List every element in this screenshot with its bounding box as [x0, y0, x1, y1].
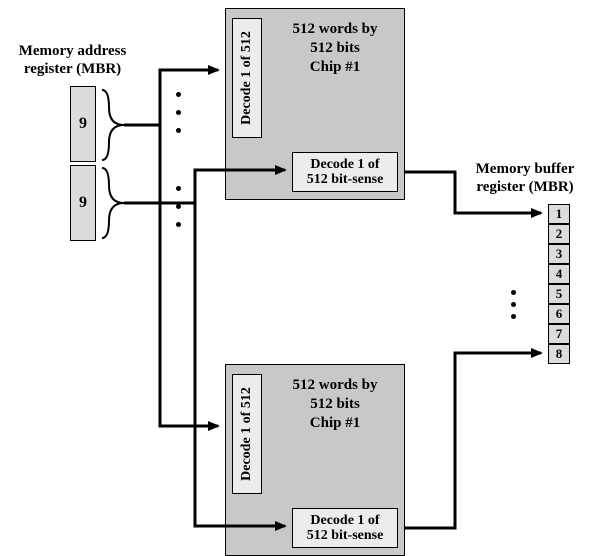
chip-0-title: 512 words by 512 bits Chip #1: [275, 20, 395, 76]
chip-1-decode-v-text: Decode 1 of 512: [239, 387, 255, 481]
mbr-cell-4: 4: [548, 264, 570, 284]
mar-segment-1: 9: [70, 165, 96, 241]
dot-0-1: [176, 110, 181, 115]
chip-0-decode-h-l2: 512 bit-sense: [307, 172, 384, 187]
chip-1-title-l3: Chip #1: [310, 415, 360, 431]
mbr-cell-1: 1: [548, 204, 570, 224]
chip-0-decode-h: Decode 1 of 512 bit-sense: [292, 152, 398, 192]
dot-2-0: [511, 290, 516, 295]
chip-1-decode-h-l1: Decode 1 of: [310, 513, 379, 528]
mbr-cell-2: 2: [548, 224, 570, 244]
chip-1-title: 512 words by 512 bits Chip #1: [275, 376, 395, 432]
chip-1-decode-h-l2: 512 bit-sense: [307, 528, 384, 543]
chip-1-decode-v: Decode 1 of 512: [232, 374, 262, 494]
mar-segment-0-value: 9: [79, 115, 87, 133]
mar-label: Memory address register (MBR): [0, 42, 145, 78]
mbr-label-l1: Memory buffer: [476, 161, 575, 177]
dot-1-2: [176, 222, 181, 227]
chip-1-decode-h: Decode 1 of 512 bit-sense: [292, 508, 398, 548]
chip-0-decode-v-text: Decode 1 of 512: [239, 31, 255, 125]
chip-1-title-l1: 512 words by: [292, 377, 377, 393]
chip-0-decode-v: Decode 1 of 512: [232, 18, 262, 138]
dot-0-0: [176, 92, 181, 97]
mbr-cell-6: 6: [548, 304, 570, 324]
mbr-cell-5: 5: [548, 284, 570, 304]
chip-0-title-l3: Chip #1: [310, 59, 360, 75]
mar-label-l1: Memory address: [19, 43, 127, 59]
dot-2-1: [511, 302, 516, 307]
dot-2-2: [511, 314, 516, 319]
mar-segment-0: 9: [70, 86, 96, 162]
chip-0-title-l2: 512 bits: [310, 40, 360, 56]
mbr-label: Memory buffer register (MBR): [445, 160, 605, 196]
mar-segment-1-value: 9: [79, 194, 87, 212]
chip-1-title-l2: 512 bits: [310, 396, 360, 412]
mar-label-l2: register (MBR): [24, 61, 121, 77]
dot-1-1: [176, 204, 181, 209]
chip-0-decode-h-l1: Decode 1 of: [310, 157, 379, 172]
mbr-cell-3: 3: [548, 244, 570, 264]
dot-1-0: [176, 186, 181, 191]
mbr-cell-8: 8: [548, 344, 570, 364]
mbr-cell-7: 7: [548, 324, 570, 344]
dot-0-2: [176, 128, 181, 133]
mbr-label-l2: register (MBR): [476, 179, 573, 195]
chip-0-title-l1: 512 words by: [292, 21, 377, 37]
